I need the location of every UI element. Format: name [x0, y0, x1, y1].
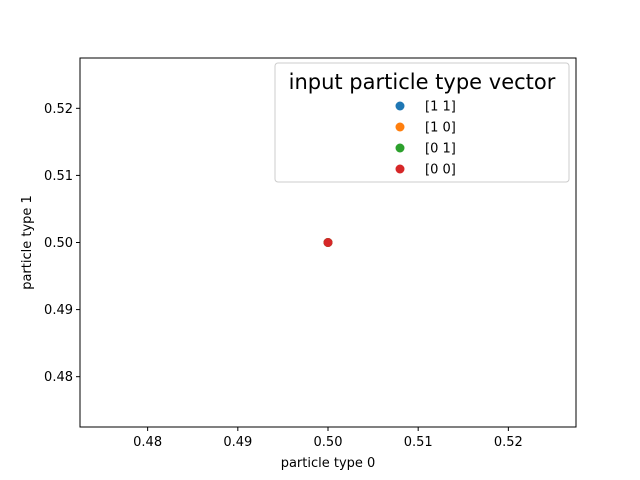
- data-point: [323, 238, 333, 247]
- legend-marker: [395, 164, 405, 174]
- x-tick-label: 0.48: [133, 435, 162, 450]
- legend-entries: [1 1] [1 0] [0 1] [0 0]: [395, 100, 456, 178]
- legend-label: [1 1]: [425, 100, 456, 115]
- y-tick-label: 0.51: [44, 169, 73, 184]
- x-axis-label: particle type 0: [281, 456, 376, 471]
- legend: input particle type vector [1 1] [1 0] [0 …: [274, 62, 570, 183]
- legend-label: [0 1]: [425, 142, 456, 157]
- x-tick-label: 0.52: [494, 435, 523, 450]
- legend-marker: [395, 122, 405, 132]
- legend-label: [1 0]: [425, 121, 456, 136]
- x-tick-label: 0.51: [404, 435, 433, 450]
- legend-label: [0 0]: [425, 163, 456, 178]
- legend-marker: [395, 143, 405, 153]
- legend-marker: [395, 101, 405, 111]
- y-tick-label: 0.52: [44, 102, 73, 117]
- legend-box: [274, 62, 570, 183]
- x-tick-label: 0.50: [314, 435, 343, 450]
- y-tick-label: 0.50: [44, 236, 73, 251]
- y-axis-ticks: 0.48 0.49 0.50 0.51 0.52: [44, 102, 80, 385]
- data-points: [323, 238, 333, 247]
- y-tick-label: 0.48: [44, 370, 73, 385]
- y-axis-label: particle type 1: [20, 195, 35, 290]
- x-tick-label: 0.49: [223, 435, 252, 450]
- x-axis-ticks: 0.48 0.49 0.50 0.51 0.52: [133, 427, 523, 450]
- legend-title: input particle type vector: [289, 70, 556, 94]
- y-tick-label: 0.49: [44, 303, 73, 318]
